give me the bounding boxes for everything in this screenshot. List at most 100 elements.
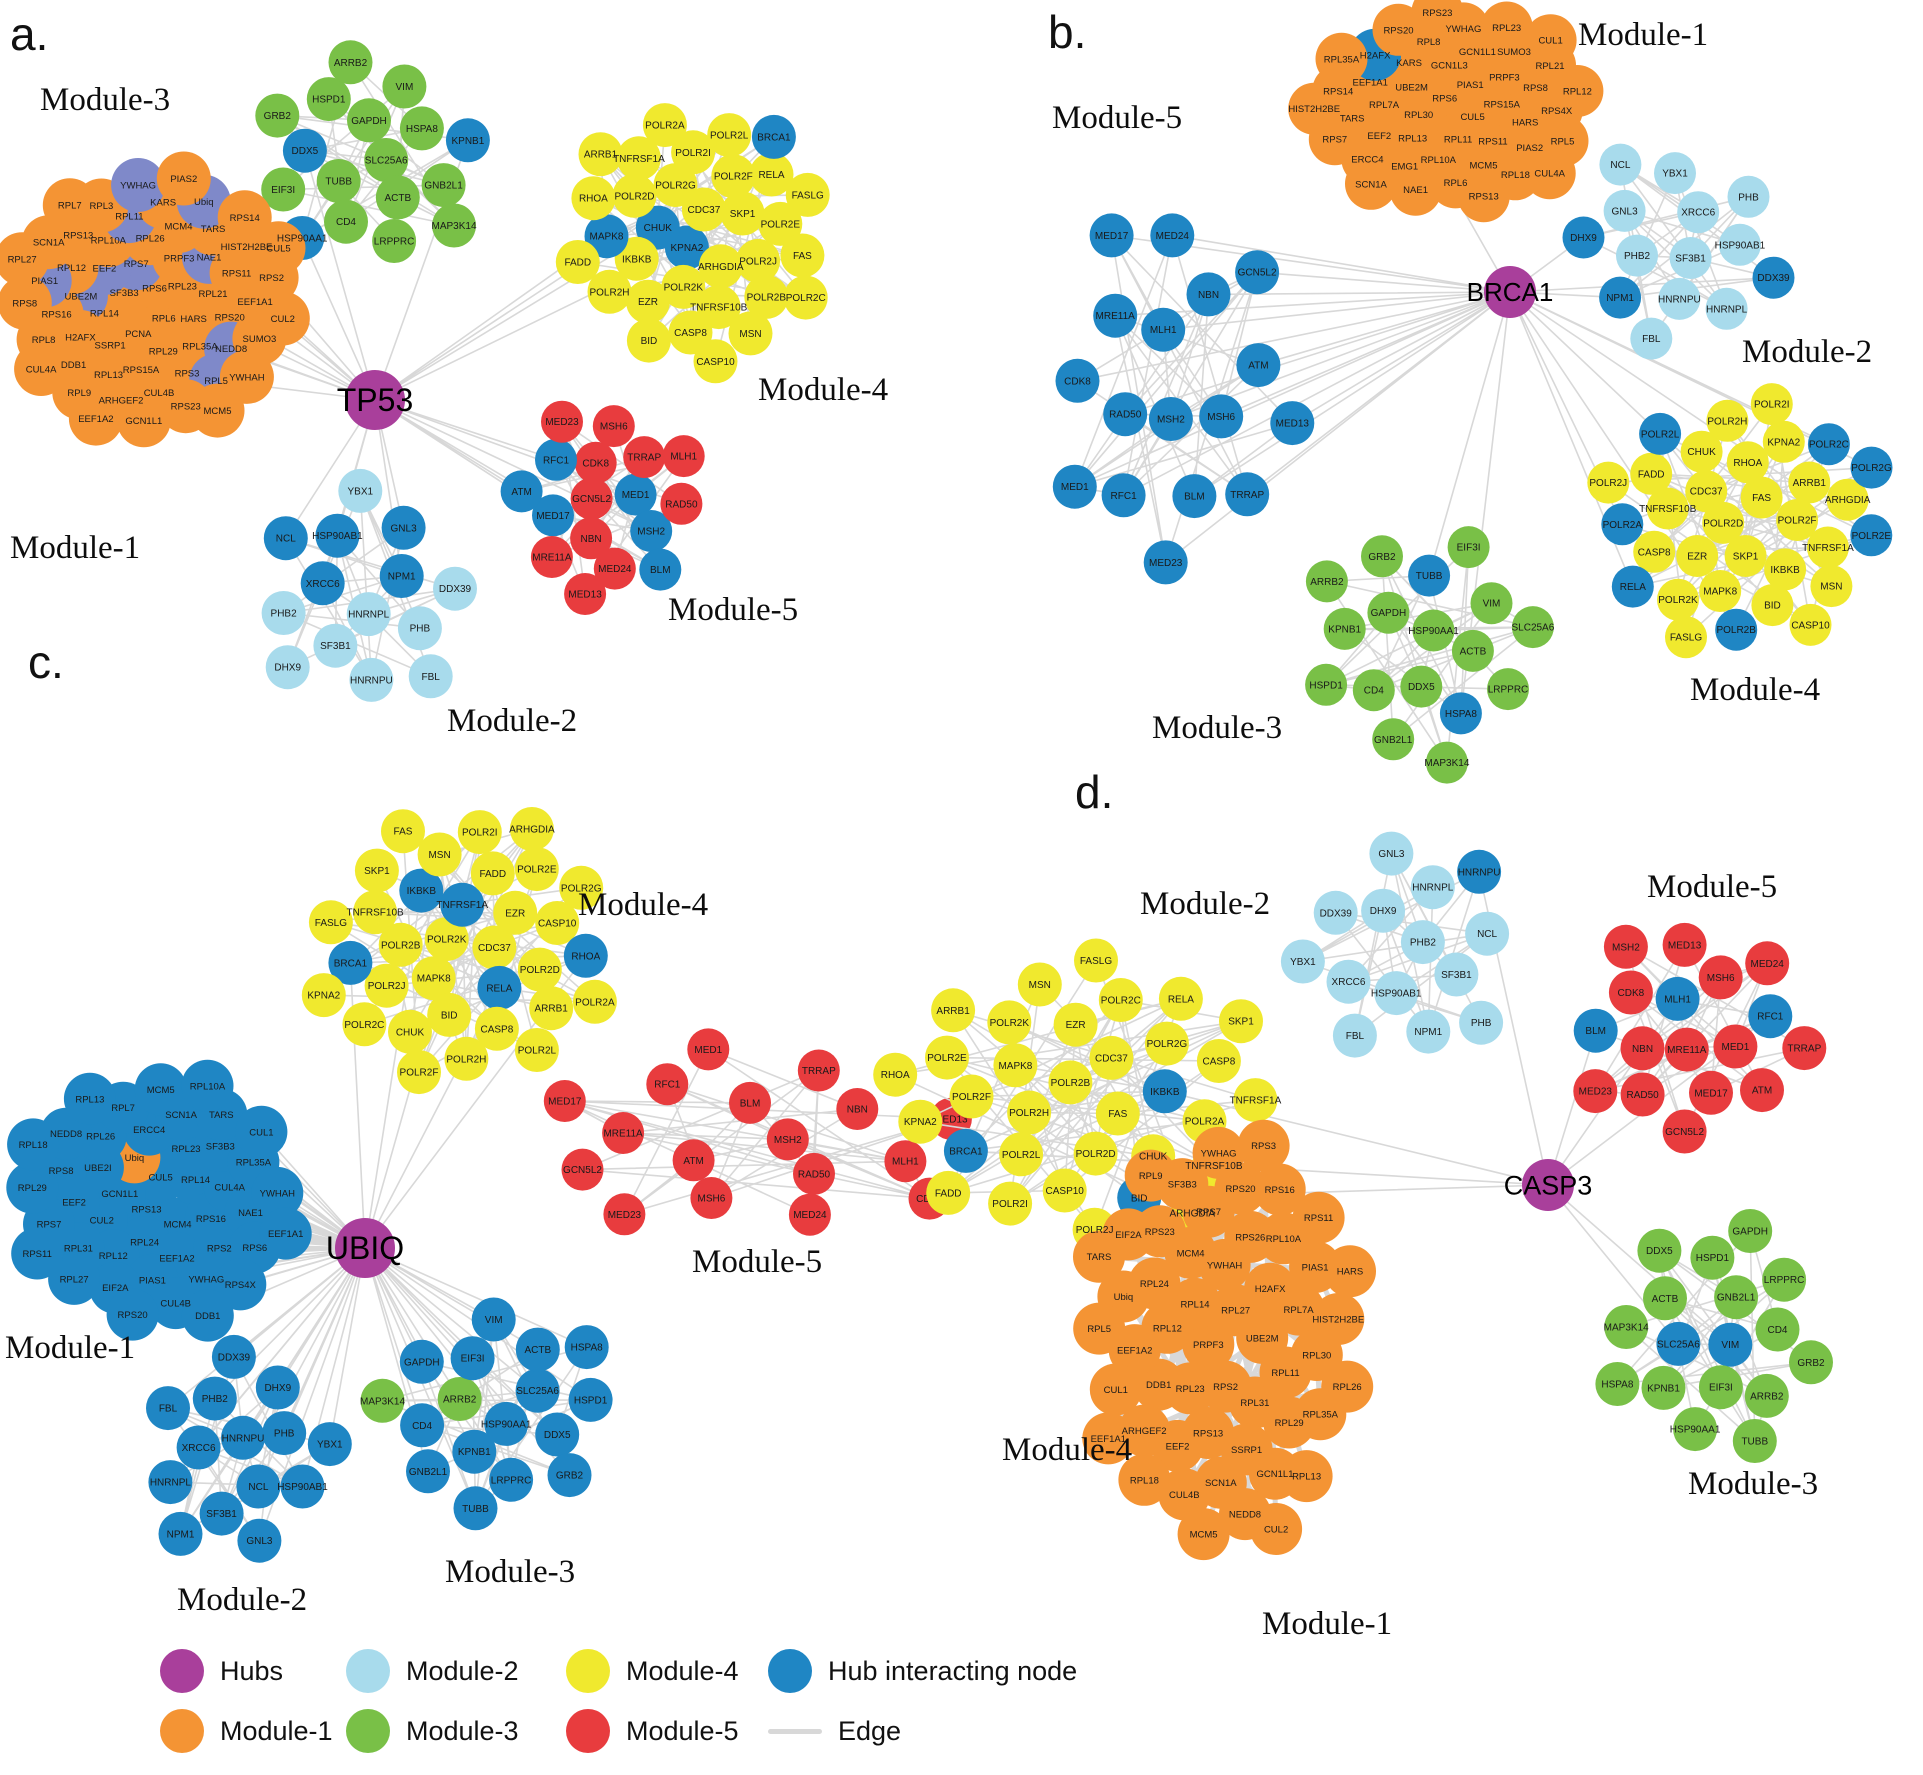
node-FADD[interactable]	[1630, 452, 1673, 495]
node-HSPD1[interactable]	[1305, 663, 1348, 706]
node-GAPDH[interactable]	[347, 98, 391, 143]
node-BRCA1[interactable]	[751, 114, 796, 159]
node-RELA[interactable]	[749, 152, 794, 197]
node-FADD[interactable]	[926, 1170, 971, 1215]
node-MSN[interactable]	[728, 311, 773, 356]
node-LRPPRC[interactable]	[1762, 1257, 1807, 1302]
node-RPL27[interactable]	[0, 232, 50, 287]
node-PHB2[interactable]	[192, 1376, 237, 1421]
node-NPM1[interactable]	[1599, 276, 1642, 319]
node-GRB2[interactable]	[1361, 535, 1403, 578]
node-GRB2[interactable]	[547, 1453, 592, 1498]
node-DDX5[interactable]	[282, 128, 327, 173]
node-MRE11A[interactable]	[1664, 1027, 1709, 1072]
node-EZR[interactable]	[1053, 1002, 1098, 1047]
node-TNFRSF10B[interactable]	[696, 285, 741, 330]
node-POLR2I[interactable]	[457, 810, 502, 855]
node-RPL10A[interactable]	[181, 1059, 234, 1112]
node-FAS[interactable]	[1740, 476, 1783, 519]
node-HSPD1[interactable]	[1690, 1235, 1735, 1280]
node-KPNB1[interactable]	[1323, 607, 1366, 650]
node-HARS[interactable]	[1324, 1245, 1376, 1298]
node-MSH6[interactable]	[1199, 394, 1244, 439]
node-GCN1L1[interactable]	[116, 393, 171, 448]
node-RPS23[interactable]	[1411, 0, 1464, 39]
node-XRCC6[interactable]	[1677, 191, 1720, 234]
node-MRE11A[interactable]	[530, 536, 573, 578]
node-TNFRSF10B[interactable]	[1646, 487, 1689, 530]
node-HNRNPU[interactable]	[349, 657, 394, 702]
node-MSN[interactable]	[1017, 962, 1062, 1007]
node-POLR2F[interactable]	[949, 1074, 994, 1119]
node-POLR2H[interactable]	[587, 269, 632, 314]
node-HSP90AB1[interactable]	[1718, 223, 1761, 266]
node-EIF3I[interactable]	[1447, 526, 1490, 569]
node-BLM[interactable]	[1573, 1008, 1618, 1053]
node-EEF1A2[interactable]	[68, 391, 123, 446]
node-TNFRSF1A[interactable]	[1233, 1078, 1278, 1123]
node-NAE1[interactable]	[1389, 163, 1442, 216]
node-CASP10[interactable]	[1789, 603, 1832, 646]
node-NCL[interactable]	[1599, 143, 1642, 186]
node-CUL4A[interactable]	[1523, 147, 1576, 200]
node-POLR2I[interactable]	[988, 1181, 1033, 1226]
node-RPS20[interactable]	[106, 1288, 159, 1341]
node-MED1[interactable]	[1713, 1024, 1758, 1069]
node-CD4[interactable]	[1755, 1307, 1800, 1352]
node-MCM5[interactable]	[190, 383, 245, 438]
node-ATM[interactable]	[1236, 343, 1281, 388]
node-DDX39[interactable]	[1313, 890, 1358, 935]
node-CASP8[interactable]	[668, 310, 713, 355]
node-MED13[interactable]	[564, 573, 607, 615]
node-MAPK8[interactable]	[411, 956, 456, 1001]
node-HIST2H2BE[interactable]	[1288, 82, 1341, 135]
node-DDX39[interactable]	[433, 566, 477, 611]
node-RPL18[interactable]	[1118, 1453, 1171, 1506]
node-FASLG[interactable]	[785, 172, 830, 217]
node-DHX9[interactable]	[1562, 216, 1605, 259]
node-CUL4B[interactable]	[1158, 1468, 1211, 1521]
node-HSPA8[interactable]	[399, 106, 444, 151]
node-MED1[interactable]	[1052, 464, 1097, 509]
node-FBL[interactable]	[1630, 317, 1673, 360]
node-POLR2L[interactable]	[1639, 412, 1682, 455]
node-FBL[interactable]	[408, 654, 453, 699]
node-RFC1[interactable]	[646, 1063, 689, 1106]
node-HIST2H2BE[interactable]	[1312, 1293, 1365, 1345]
node-ARRB2[interactable]	[437, 1377, 482, 1421]
node-BLM[interactable]	[639, 548, 682, 591]
node-HSPD1[interactable]	[568, 1377, 613, 1422]
node-RAD50[interactable]	[793, 1152, 835, 1195]
node-RPL12[interactable]	[1551, 65, 1604, 117]
node-NCL[interactable]	[263, 516, 308, 561]
node-RPL26[interactable]	[1321, 1360, 1374, 1413]
node-DDX39[interactable]	[211, 1334, 256, 1379]
node-CASP8[interactable]	[1196, 1039, 1241, 1083]
node-RPL27[interactable]	[48, 1252, 101, 1305]
node-POLR2E[interactable]	[1850, 514, 1893, 557]
node-NBN[interactable]	[1186, 272, 1231, 317]
node-HNRNPL[interactable]	[1705, 287, 1748, 330]
node-MED1[interactable]	[614, 473, 657, 516]
node-EZR[interactable]	[493, 890, 538, 935]
node-GCN5L2[interactable]	[1235, 250, 1280, 295]
node-GAPDH[interactable]	[1728, 1209, 1773, 1253]
node-RPL18[interactable]	[7, 1118, 60, 1171]
node-MED1[interactable]	[687, 1028, 730, 1071]
node-KPNA2[interactable]	[301, 973, 346, 1018]
node-POLR2K[interactable]	[987, 1000, 1032, 1045]
node-RELA[interactable]	[1611, 565, 1654, 608]
node-POLR2G[interactable]	[559, 865, 604, 910]
node-MSH2[interactable]	[1148, 397, 1193, 441]
node-POLR2L[interactable]	[999, 1132, 1044, 1177]
node-CHUK[interactable]	[388, 1009, 432, 1054]
node-SF3B1[interactable]	[1434, 952, 1479, 997]
node-POLR2E[interactable]	[758, 201, 803, 246]
node-GNL3[interactable]	[1603, 189, 1646, 232]
node-RPL9[interactable]	[1124, 1149, 1177, 1202]
node-HNRNPL[interactable]	[148, 1460, 193, 1505]
node-CUL1[interactable]	[235, 1105, 288, 1158]
node-RPS11[interactable]	[11, 1227, 64, 1280]
node-EZR[interactable]	[626, 279, 670, 324]
node-MED24[interactable]	[1745, 941, 1790, 986]
